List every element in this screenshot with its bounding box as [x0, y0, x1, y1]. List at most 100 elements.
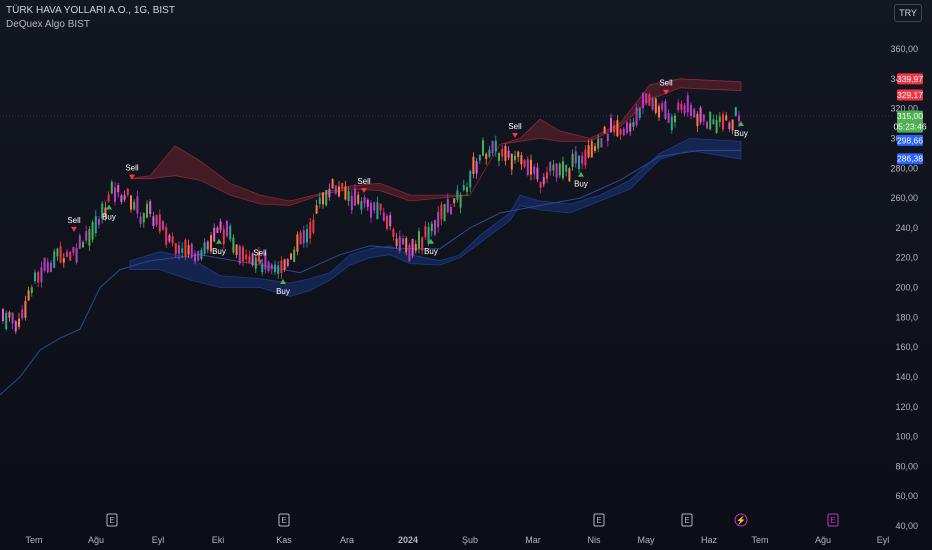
candle-body — [187, 245, 190, 255]
candle-body — [174, 243, 177, 255]
buy-arrow-icon — [280, 279, 286, 285]
candle-body — [149, 201, 152, 215]
buy-label: Buy — [212, 247, 226, 256]
event-marker[interactable]: E — [278, 513, 290, 527]
candle-body — [408, 244, 411, 262]
candle-body — [421, 237, 424, 251]
candle-body — [712, 119, 715, 125]
currency-button[interactable]: TRY — [894, 4, 922, 22]
buy-label: Buy — [102, 213, 116, 222]
candle-body — [120, 195, 123, 203]
candle-body — [11, 312, 14, 324]
candle-body — [206, 241, 209, 250]
candle-body — [600, 138, 603, 148]
x-tick-label: Mar — [525, 535, 541, 545]
sell-label: Sell — [357, 177, 371, 186]
candle-body — [434, 220, 436, 235]
candle-body — [210, 235, 212, 252]
candle-body — [78, 235, 81, 249]
candle-body — [514, 155, 516, 161]
candle-body — [168, 235, 171, 242]
candle-body — [270, 264, 273, 270]
candle-body — [126, 188, 129, 195]
x-tick-label: May — [637, 535, 655, 545]
candle-body — [216, 227, 219, 233]
candle-body — [562, 161, 564, 179]
event-marker[interactable]: ⚡ — [734, 513, 748, 527]
buy-label: Buy — [734, 129, 748, 138]
indicator-label[interactable]: DeQuex Algo BIST — [6, 19, 90, 30]
candle-body — [146, 203, 148, 218]
event-marker[interactable]: E — [827, 513, 839, 527]
candle-body — [366, 199, 369, 207]
y-tick-label: 280,00 — [890, 163, 918, 173]
event-label: E — [281, 516, 286, 525]
price-badge: 329,17 — [897, 89, 923, 101]
candle-body — [27, 290, 30, 301]
signal-sell: Sell — [357, 177, 371, 194]
candle-body — [690, 104, 692, 116]
y-tick-label: 140,0 — [895, 372, 918, 382]
buy-arrow-icon — [106, 204, 112, 210]
trend-line — [0, 149, 741, 396]
candle-body — [85, 231, 88, 241]
candle-body — [101, 203, 104, 219]
candle-body — [558, 163, 561, 176]
buy-label: Buy — [574, 180, 588, 189]
candle-body — [645, 93, 648, 104]
candle-body — [715, 119, 718, 133]
y-tick-label: 100,0 — [895, 432, 918, 442]
candle-body — [277, 265, 280, 274]
candle-body — [398, 236, 401, 251]
candle-body — [2, 309, 4, 322]
event-marker[interactable]: E — [106, 513, 118, 527]
y-tick-label: 40,00 — [895, 521, 918, 531]
candle-body — [552, 164, 555, 171]
y-tick-label: 180,0 — [895, 312, 918, 322]
candle-body — [402, 238, 404, 245]
candle-body — [152, 216, 155, 226]
candle-body — [104, 207, 107, 217]
x-tick-label: Haz — [701, 535, 718, 545]
price-badge-bg — [897, 73, 923, 85]
candle-body — [254, 257, 257, 269]
candle-body — [594, 145, 596, 151]
event-label: E — [109, 516, 114, 525]
candle-body — [389, 215, 392, 227]
candle-body — [267, 262, 270, 272]
candle-body — [18, 318, 20, 327]
candle-body — [683, 105, 686, 114]
candle-body — [88, 229, 91, 246]
candle-body — [424, 226, 427, 238]
candle-body — [315, 205, 318, 214]
candle-body — [686, 95, 689, 113]
candle-body — [280, 260, 283, 274]
y-axis: 360,00340,00320,00300,00280,00260,00240,… — [890, 44, 918, 531]
candle-body — [584, 149, 587, 166]
candle-body — [379, 203, 382, 211]
candle-body — [318, 197, 321, 204]
candle-body — [62, 257, 65, 263]
event-marker[interactable]: E — [593, 513, 605, 527]
candle-body — [94, 216, 97, 233]
candle-body — [213, 227, 216, 242]
candle-body — [363, 197, 366, 204]
candle-body — [568, 168, 571, 182]
candle-body — [718, 116, 721, 123]
candle-body — [347, 191, 350, 202]
candle-body — [34, 272, 36, 282]
candle-body — [549, 161, 552, 172]
x-tick-label: Kas — [276, 535, 292, 545]
candle-body — [136, 196, 139, 214]
candle-body — [91, 222, 94, 240]
event-marker[interactable]: E — [681, 513, 693, 527]
candle-body — [469, 171, 472, 188]
candle-body — [427, 227, 430, 244]
candle-body — [203, 242, 206, 254]
candle-body — [539, 181, 542, 188]
candle-body — [664, 101, 667, 119]
x-tick-label: Ağu — [88, 535, 104, 545]
earnings-icon — [827, 513, 839, 527]
candle-body — [306, 228, 308, 243]
